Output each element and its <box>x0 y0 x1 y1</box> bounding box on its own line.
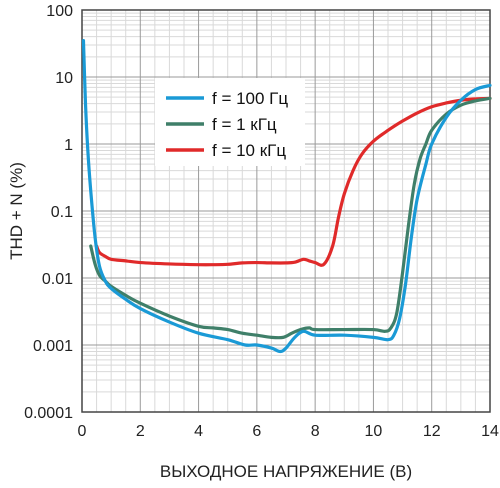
plot-frame <box>81 9 491 413</box>
x-axis-label: ВЫХОДНОЕ НАПРЯЖЕНИЕ (В) <box>160 462 412 481</box>
y-tick-labels: 0.0001 0.001 0.01 0.1 1 10 100 <box>24 3 73 422</box>
series-line-1khz <box>89 96 492 340</box>
series-line-100hz <box>81 38 492 354</box>
legend: f = 100 Гц f = 1 кГц f = 10 кГц <box>155 78 305 166</box>
legend-label-10khz: f = 10 кГц <box>212 141 286 160</box>
series-layer <box>81 38 492 354</box>
x-tick-label: 0 <box>78 423 87 440</box>
series-line-10khz <box>94 96 492 267</box>
x-tick-label: 4 <box>194 423 203 440</box>
y-tick-label: 100 <box>46 3 73 20</box>
y-tick-label: 0.01 <box>42 271 73 288</box>
legend-label-100hz: f = 100 Гц <box>212 89 288 108</box>
x-tick-label: 10 <box>365 423 383 440</box>
x-tick-label: 2 <box>136 423 145 440</box>
legend-label-1khz: f = 1 кГц <box>212 115 277 134</box>
y-axis-label: THD + N (%) <box>7 162 26 260</box>
x-tick-label: 12 <box>423 423 441 440</box>
x-tick-label: 8 <box>311 423 320 440</box>
x-tick-labels: 0 2 4 6 8 10 12 14 <box>78 423 499 440</box>
y-tick-label: 0.001 <box>33 338 73 355</box>
y-tick-label: 0.0001 <box>24 405 73 422</box>
y-tick-label: 10 <box>55 70 73 87</box>
y-tick-label: 1 <box>64 137 73 154</box>
x-tick-label: 14 <box>481 423 499 440</box>
y-tick-label: 0.1 <box>51 204 73 221</box>
x-tick-label: 6 <box>252 423 261 440</box>
